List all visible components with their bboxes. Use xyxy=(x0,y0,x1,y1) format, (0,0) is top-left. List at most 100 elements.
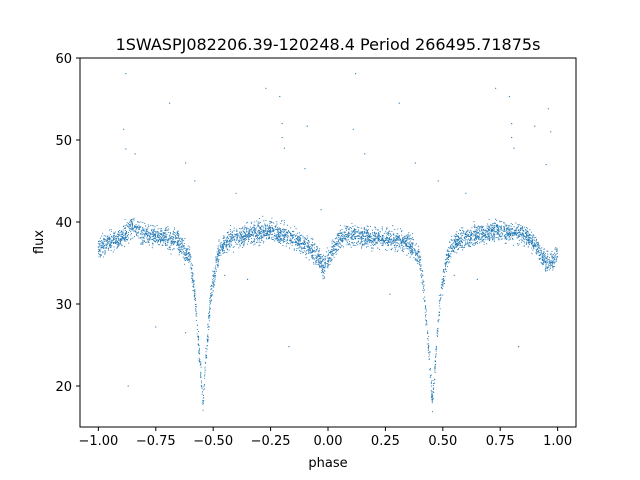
data-point xyxy=(176,241,178,243)
data-point xyxy=(460,227,462,229)
data-point xyxy=(228,245,230,247)
data-point xyxy=(186,259,188,261)
data-point xyxy=(401,230,403,232)
data-point xyxy=(175,237,177,239)
data-point xyxy=(233,233,235,235)
data-point xyxy=(343,237,345,239)
data-point xyxy=(444,263,446,265)
data-point xyxy=(124,225,126,227)
data-point xyxy=(371,233,373,235)
data-point xyxy=(395,243,397,245)
data-point xyxy=(493,228,495,230)
data-point xyxy=(162,232,164,234)
data-point xyxy=(101,235,103,237)
data-point xyxy=(187,248,189,250)
data-point xyxy=(276,221,278,223)
data-point xyxy=(295,242,297,244)
data-point xyxy=(470,238,472,241)
data-point xyxy=(419,262,421,264)
data-point xyxy=(316,259,318,261)
data-point xyxy=(481,233,483,236)
data-point xyxy=(417,245,419,247)
data-point xyxy=(271,227,273,229)
data-point xyxy=(203,383,205,386)
data-point xyxy=(532,237,534,239)
data-point xyxy=(214,281,216,283)
data-point xyxy=(138,221,140,223)
data-point xyxy=(510,233,512,235)
data-point xyxy=(347,233,349,235)
data-point xyxy=(122,229,124,231)
data-point xyxy=(328,250,330,252)
data-point xyxy=(103,244,106,247)
data-point xyxy=(158,235,161,237)
data-point xyxy=(178,249,180,252)
data-point xyxy=(416,260,418,262)
data-point xyxy=(465,243,467,245)
data-point xyxy=(492,238,494,240)
data-point xyxy=(143,238,145,240)
data-point xyxy=(152,225,154,227)
data-point xyxy=(245,229,247,231)
data-point xyxy=(474,233,476,235)
data-point xyxy=(392,225,394,227)
data-point xyxy=(100,254,102,256)
data-point xyxy=(332,239,334,241)
data-point xyxy=(437,320,439,322)
data-point xyxy=(215,270,217,272)
data-point xyxy=(165,236,167,239)
data-point xyxy=(441,281,443,283)
data-point xyxy=(411,253,413,255)
data-point xyxy=(524,232,526,234)
data-point xyxy=(250,240,253,242)
data-point xyxy=(198,349,201,351)
data-point xyxy=(318,263,320,266)
data-point xyxy=(351,232,353,234)
data-point xyxy=(548,261,550,263)
data-point xyxy=(191,267,193,269)
data-point xyxy=(377,234,379,236)
data-point xyxy=(213,275,215,277)
data-point xyxy=(217,261,219,263)
data-point xyxy=(359,238,361,240)
data-point xyxy=(511,231,513,233)
data-point xyxy=(306,237,309,239)
data-point xyxy=(507,232,509,234)
data-point xyxy=(492,229,494,231)
data-point xyxy=(410,252,412,254)
data-point xyxy=(503,236,505,238)
data-point xyxy=(213,279,215,282)
data-point xyxy=(485,232,487,234)
data-point xyxy=(348,233,351,235)
data-point xyxy=(368,241,370,243)
data-point xyxy=(492,232,494,234)
data-point xyxy=(500,236,502,238)
data-point xyxy=(442,283,444,285)
data-point xyxy=(512,238,514,240)
data-point xyxy=(482,240,484,242)
data-point xyxy=(480,227,482,229)
data-point xyxy=(286,238,288,240)
data-point xyxy=(408,235,410,237)
data-point xyxy=(258,225,260,227)
data-point xyxy=(259,227,261,229)
data-point xyxy=(326,255,328,257)
data-point xyxy=(128,229,130,231)
data-point xyxy=(150,236,152,238)
data-point xyxy=(451,244,453,246)
data-point xyxy=(373,238,375,241)
data-point xyxy=(481,225,483,227)
data-point xyxy=(486,233,488,236)
data-point xyxy=(101,241,103,243)
data-point xyxy=(180,237,182,239)
data-point xyxy=(215,256,217,258)
data-point xyxy=(480,241,482,243)
x-axis: −1.00 −0.75 −0.50 −0.25 0.00 0.25 0.50 0.75 1.00 xyxy=(78,427,572,449)
data-point xyxy=(489,229,491,231)
data-point xyxy=(358,236,360,238)
data-point xyxy=(130,239,132,241)
data-point xyxy=(143,236,145,238)
data-point xyxy=(331,243,333,245)
data-point xyxy=(276,223,278,225)
data-point xyxy=(381,236,383,238)
